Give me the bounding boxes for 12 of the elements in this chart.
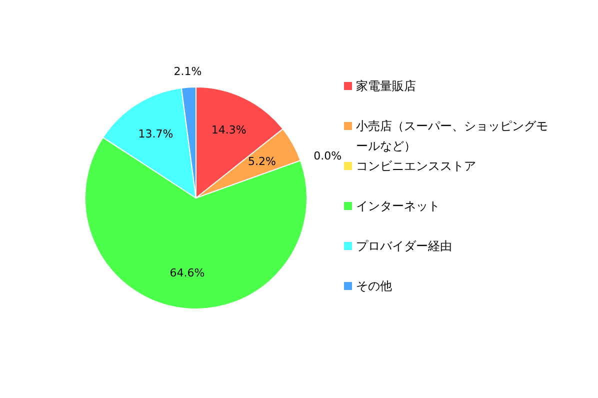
legend-label: プロバイダー経由: [356, 239, 452, 253]
data-label: 5.2%: [248, 154, 276, 168]
legend-label: インターネット: [356, 199, 440, 213]
legend-label: コンビニエンスストア: [356, 159, 476, 173]
data-label: 64.6%: [170, 266, 205, 280]
data-label: 13.7%: [138, 128, 174, 141]
legend-label: 小売店（スーパー、ショッピングモールなど）: [356, 119, 548, 153]
data-label: 14.3%: [211, 124, 246, 137]
text: 0.0%: [314, 149, 342, 162]
legend-label: その他: [356, 279, 392, 293]
legend-label: 家電量販店: [356, 79, 416, 93]
data-label: 2.1%: [174, 64, 202, 78]
